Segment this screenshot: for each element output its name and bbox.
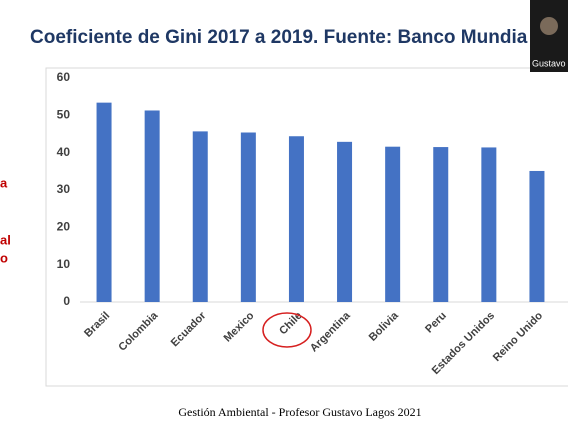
bar xyxy=(240,132,256,302)
bar xyxy=(385,146,401,302)
bar xyxy=(481,147,497,302)
y-tick-label: 50 xyxy=(57,108,71,122)
chart-title: Coeficiente de Gini 2017 a 2019. Fuente:… xyxy=(30,27,528,48)
left-note: a xyxy=(0,175,8,190)
participant-name: Gustavo xyxy=(532,58,566,68)
left-note: o xyxy=(0,250,8,265)
y-tick-label: 30 xyxy=(57,182,71,196)
bar xyxy=(96,102,112,302)
chart-frame xyxy=(45,67,568,387)
bar xyxy=(433,147,449,302)
y-tick-label: 10 xyxy=(57,257,71,271)
participant-video xyxy=(530,0,568,72)
bar xyxy=(144,110,160,302)
bar xyxy=(529,170,545,302)
bar xyxy=(337,141,353,302)
left-note: al xyxy=(0,232,11,247)
participant-face xyxy=(540,17,558,35)
footer: Gestión Ambiental - Profesor Gustavo Lag… xyxy=(178,405,421,419)
chile-circle xyxy=(262,312,312,348)
bar xyxy=(192,131,208,302)
bar xyxy=(288,136,304,302)
y-tick-label: 20 xyxy=(57,220,71,234)
y-tick-label: 40 xyxy=(57,145,71,159)
y-tick-label: 0 xyxy=(63,294,70,308)
y-tick-label: 60 xyxy=(57,70,71,84)
